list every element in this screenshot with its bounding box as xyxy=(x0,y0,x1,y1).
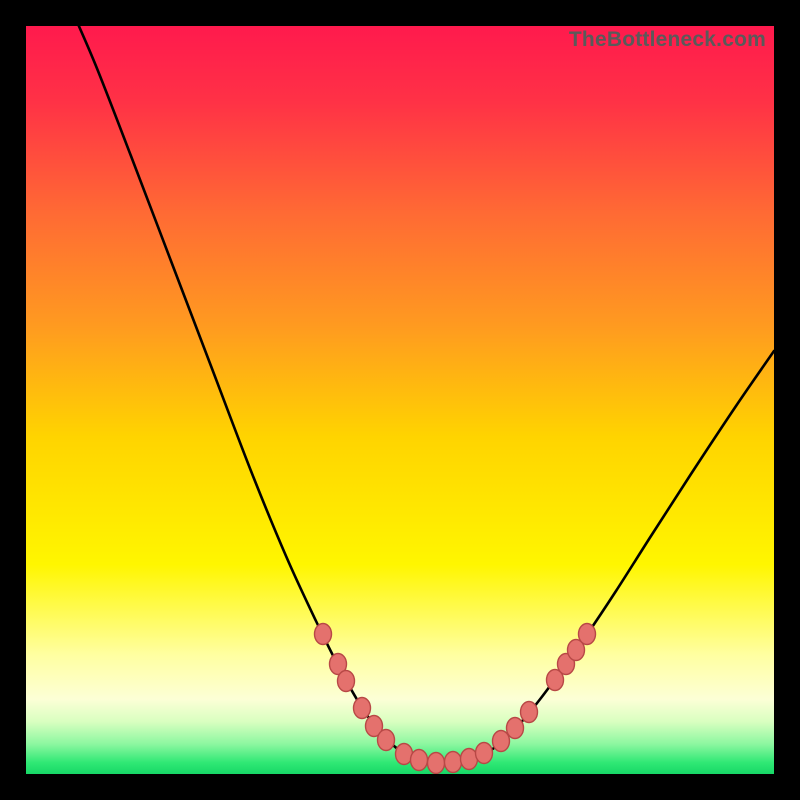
curve-marker xyxy=(507,718,524,739)
curve-marker xyxy=(445,752,462,773)
curve-marker xyxy=(476,743,493,764)
curve-marker xyxy=(411,750,428,771)
bottleneck-curve xyxy=(26,26,774,774)
curve-marker xyxy=(338,671,355,692)
curve-marker xyxy=(493,731,510,752)
curve-marker xyxy=(354,698,371,719)
curve-marker xyxy=(378,730,395,751)
curve-marker xyxy=(428,753,445,774)
curve-marker xyxy=(521,702,538,723)
plot-area: TheBottleneck.com xyxy=(26,26,774,774)
curve-marker xyxy=(315,624,332,645)
curve-marker xyxy=(579,624,596,645)
chart-frame: TheBottleneck.com xyxy=(0,0,800,800)
